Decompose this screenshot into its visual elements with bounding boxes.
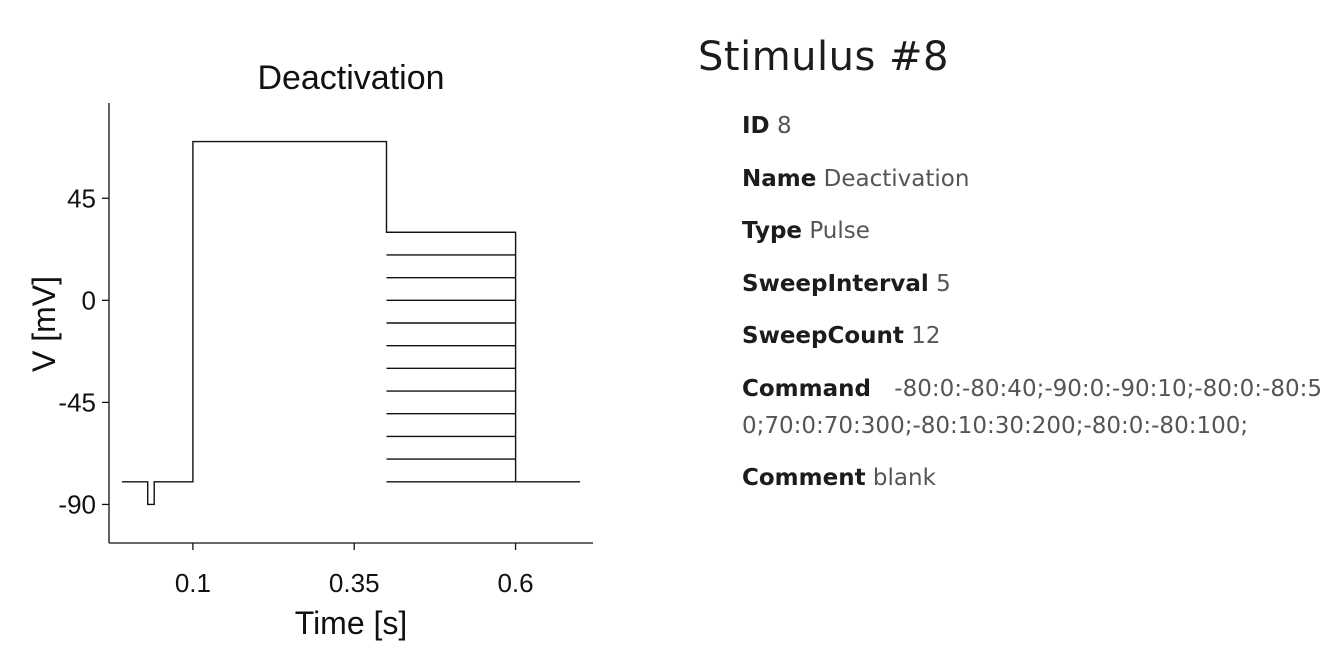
- property-command: Command -80:0:-80:40;-90:0:-90:10;-80:0:…: [742, 371, 1328, 445]
- stimulus-trace: [121, 140, 581, 506]
- stimulus-chart: Deactivation -90 -45 0 45 0.1 0.35 0.6 Time [s…: [0, 0, 640, 664]
- property-name: Name Deactivation: [742, 161, 1328, 198]
- property-sweep-interval: SweepInterval 5: [742, 266, 1328, 303]
- property-value: blank: [872, 465, 936, 491]
- property-value: -80:0:-80:40;-90:0:-90:10;-80:0:-80:50;7…: [742, 375, 1322, 439]
- property-key: SweepInterval: [742, 270, 929, 297]
- x-tick-label: 0.6: [497, 568, 533, 598]
- y-tick-label: -45: [58, 387, 96, 417]
- chart-ticks: -90 -45 0 45 0.1 0.35 0.6: [58, 183, 533, 598]
- property-key: Comment: [742, 465, 866, 491]
- property-key: Command: [742, 375, 871, 402]
- property-comment: Comment blank: [742, 460, 1328, 497]
- chart-title: Deactivation: [257, 59, 444, 97]
- property-value: Deactivation: [823, 165, 970, 192]
- property-key: Type: [742, 218, 803, 244]
- y-tick-label: 0: [82, 285, 96, 315]
- chart-axes: [108, 103, 593, 544]
- x-tick-label: 0.1: [175, 568, 211, 598]
- chart-traces: [121, 140, 581, 506]
- stimulus-heading: Stimulus #8: [698, 34, 949, 80]
- property-value: 8: [776, 113, 792, 139]
- property-value: 5: [936, 270, 951, 297]
- y-tick-label: -90: [58, 489, 96, 519]
- property-sweep-count: SweepCount 12: [742, 318, 1328, 355]
- property-id: ID 8: [742, 108, 1328, 145]
- property-value: 12: [911, 323, 941, 349]
- stimulus-info-panel: Stimulus #8 ID 8 Name Deactivation Type …: [698, 28, 1328, 513]
- y-tick-label: 45: [67, 183, 96, 213]
- property-type: Type Pulse: [742, 213, 1328, 250]
- x-tick-label: 0.35: [329, 568, 380, 598]
- property-key: SweepCount: [742, 323, 904, 349]
- y-axis-label: V [mV]: [26, 276, 62, 372]
- property-list: ID 8 Name Deactivation Type Pulse SweepI…: [742, 108, 1328, 497]
- property-key: Name: [742, 165, 817, 192]
- x-axis-label: Time [s]: [295, 605, 408, 641]
- chart-svg: Deactivation -90 -45 0 45 0.1 0.35 0.6 Time [s…: [26, 59, 593, 641]
- property-value: Pulse: [809, 218, 870, 244]
- property-key: ID: [742, 113, 770, 139]
